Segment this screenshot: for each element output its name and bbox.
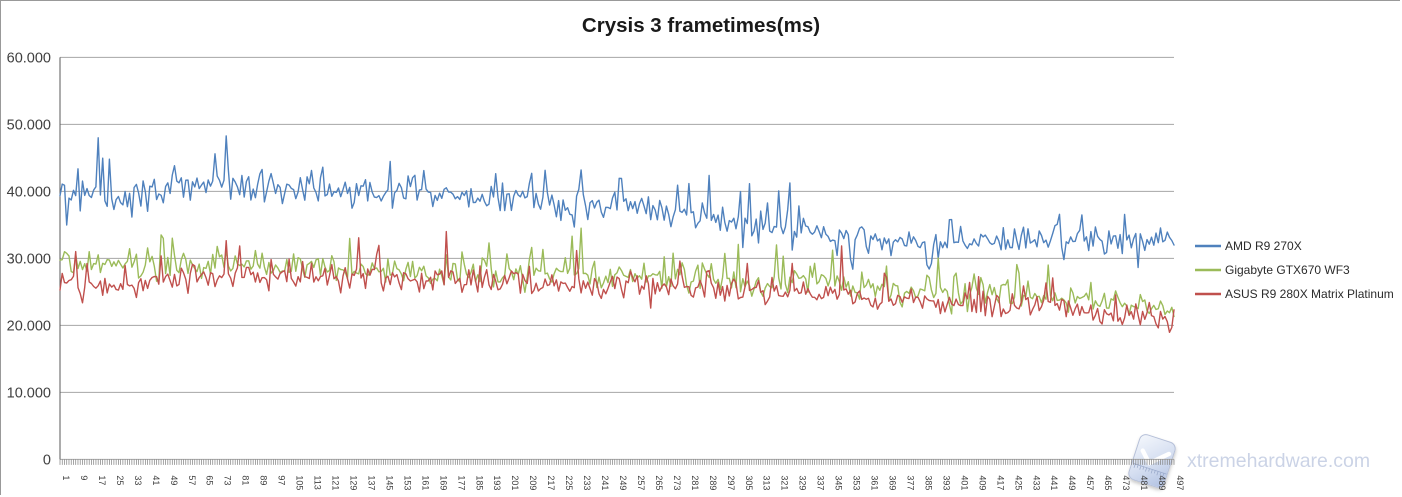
svg-text:121: 121 xyxy=(331,475,341,490)
svg-text:50.000: 50.000 xyxy=(7,117,51,133)
svg-text:193: 193 xyxy=(492,475,502,490)
svg-text:41: 41 xyxy=(151,475,161,485)
svg-text:417: 417 xyxy=(995,475,1005,490)
svg-text:209: 209 xyxy=(528,475,538,490)
svg-text:257: 257 xyxy=(636,475,646,490)
svg-text:385: 385 xyxy=(924,475,934,490)
svg-text:281: 281 xyxy=(690,475,700,490)
svg-text:10.000: 10.000 xyxy=(7,385,51,401)
svg-text:153: 153 xyxy=(402,475,412,490)
svg-text:217: 217 xyxy=(546,475,556,490)
svg-text:20.000: 20.000 xyxy=(7,318,51,334)
svg-text:97: 97 xyxy=(277,475,287,485)
svg-text:377: 377 xyxy=(906,475,916,490)
svg-text:249: 249 xyxy=(618,475,628,490)
svg-text:321: 321 xyxy=(780,475,790,490)
svg-text:369: 369 xyxy=(888,475,898,490)
svg-text:273: 273 xyxy=(672,475,682,490)
svg-text:30.000: 30.000 xyxy=(7,251,51,267)
svg-text:409: 409 xyxy=(977,475,987,490)
svg-text:60.000: 60.000 xyxy=(7,50,51,66)
svg-text:0: 0 xyxy=(43,452,51,468)
svg-text:225: 225 xyxy=(564,475,574,490)
svg-text:425: 425 xyxy=(1013,475,1023,490)
svg-text:40.000: 40.000 xyxy=(7,184,51,200)
svg-text:73: 73 xyxy=(223,475,233,485)
svg-text:105: 105 xyxy=(295,475,305,490)
svg-text:297: 297 xyxy=(726,475,736,490)
svg-text:433: 433 xyxy=(1031,475,1041,490)
svg-text:473: 473 xyxy=(1121,475,1131,490)
svg-text:185: 185 xyxy=(474,475,484,490)
svg-text:449: 449 xyxy=(1067,475,1077,490)
svg-text:129: 129 xyxy=(349,475,359,490)
svg-text:489: 489 xyxy=(1157,475,1167,490)
svg-text:329: 329 xyxy=(798,475,808,490)
svg-text:289: 289 xyxy=(708,475,718,490)
svg-text:457: 457 xyxy=(1085,475,1095,490)
svg-text:1: 1 xyxy=(61,475,71,480)
svg-text:81: 81 xyxy=(241,475,251,485)
svg-text:49: 49 xyxy=(169,475,179,485)
svg-text:57: 57 xyxy=(187,475,197,485)
svg-text:401: 401 xyxy=(959,475,969,490)
svg-text:465: 465 xyxy=(1103,475,1113,490)
svg-text:497: 497 xyxy=(1175,475,1185,490)
svg-text:361: 361 xyxy=(870,475,880,490)
svg-text:241: 241 xyxy=(600,475,610,490)
svg-text:89: 89 xyxy=(259,475,269,485)
svg-text:145: 145 xyxy=(384,475,394,490)
svg-text:113: 113 xyxy=(313,475,323,489)
svg-text:9: 9 xyxy=(79,475,89,480)
svg-text:177: 177 xyxy=(456,475,466,490)
svg-text:393: 393 xyxy=(941,475,951,490)
svg-text:345: 345 xyxy=(834,475,844,490)
svg-text:137: 137 xyxy=(367,475,377,490)
svg-text:337: 337 xyxy=(816,475,826,490)
svg-text:313: 313 xyxy=(762,475,772,490)
svg-text:481: 481 xyxy=(1139,475,1149,490)
svg-text:33: 33 xyxy=(133,475,143,485)
svg-text:233: 233 xyxy=(582,475,592,490)
svg-text:25: 25 xyxy=(115,475,125,485)
svg-text:441: 441 xyxy=(1049,475,1059,490)
svg-text:265: 265 xyxy=(654,475,664,490)
svg-text:305: 305 xyxy=(744,475,754,490)
svg-text:201: 201 xyxy=(510,475,520,490)
svg-text:65: 65 xyxy=(205,475,215,485)
svg-text:17: 17 xyxy=(97,475,107,485)
svg-text:169: 169 xyxy=(438,475,448,490)
svg-text:353: 353 xyxy=(852,475,862,490)
svg-text:161: 161 xyxy=(420,475,430,490)
